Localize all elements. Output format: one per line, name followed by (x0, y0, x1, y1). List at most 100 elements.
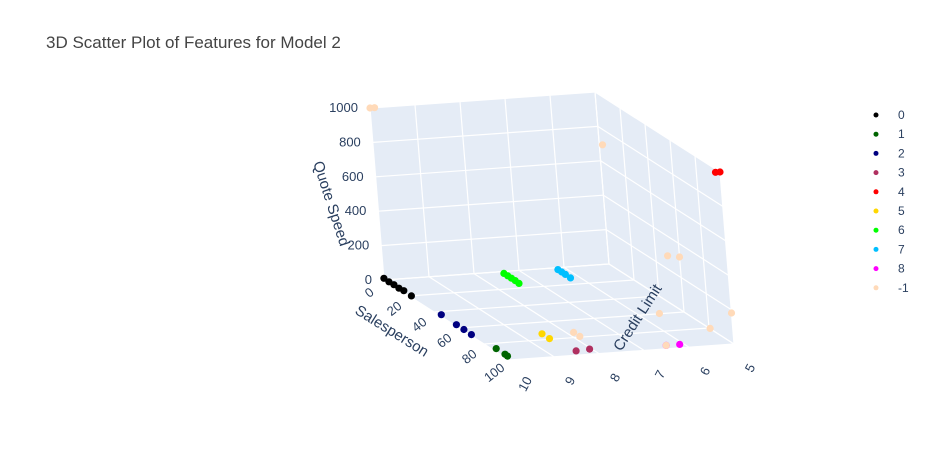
legend-item[interactable]: -1 (873, 281, 909, 295)
x-tick-label: 0 (362, 284, 377, 300)
legend-label: 1 (898, 127, 905, 141)
gridline-y (369, 107, 385, 281)
chart-title: 3D Scatter Plot of Features for Model 2 (46, 33, 341, 52)
legend-marker (873, 246, 879, 252)
gridline-z (594, 91, 721, 173)
legend-label: -1 (898, 281, 909, 295)
series-2[interactable] (437, 311, 475, 339)
series-4[interactable] (711, 168, 724, 176)
gridline-z (372, 125, 598, 143)
y-tick-label: 9 (562, 374, 579, 387)
data-point[interactable] (676, 340, 684, 348)
series-3[interactable] (572, 345, 594, 355)
data-point[interactable] (561, 270, 570, 278)
series-5[interactable] (538, 330, 554, 343)
data-point[interactable] (437, 311, 445, 319)
legend-marker (873, 112, 879, 118)
gridline-x (619, 107, 635, 281)
data-point[interactable] (538, 330, 546, 338)
data-point[interactable] (716, 168, 724, 176)
data-point[interactable] (586, 345, 594, 353)
y-tick-label: 6 (697, 364, 714, 377)
pane-back-left (370, 92, 609, 280)
data-point[interactable] (407, 292, 415, 300)
legend-item[interactable]: 3 (873, 166, 906, 180)
data-point[interactable] (675, 253, 684, 261)
legend-item[interactable]: 0 (873, 108, 906, 122)
data-point[interactable] (452, 321, 460, 329)
x-tick-label: 80 (459, 346, 480, 367)
legend-marker (873, 150, 879, 156)
data-point[interactable] (545, 335, 554, 343)
series--1[interactable] (366, 104, 736, 349)
gridline-z (378, 194, 604, 212)
gridline-y (504, 98, 520, 271)
gridline-y (608, 263, 735, 345)
data-point[interactable] (460, 325, 468, 334)
legend-marker (873, 131, 879, 137)
gridline-y (563, 266, 690, 348)
data-point[interactable] (664, 252, 672, 260)
data-point[interactable] (503, 352, 512, 360)
x-tick-label: 40 (409, 314, 430, 335)
x-tick-label: 20 (384, 298, 405, 319)
data-point[interactable] (576, 332, 584, 340)
legend-item[interactable]: 2 (873, 146, 906, 160)
y-tick-label: 7 (652, 368, 669, 381)
data-point[interactable] (706, 324, 714, 332)
series-7[interactable] (554, 266, 575, 282)
pane-back-right (595, 92, 734, 344)
series-0[interactable] (380, 274, 415, 300)
x-tick-label: 100 (481, 360, 507, 385)
data-point[interactable] (370, 104, 379, 112)
series-1[interactable] (492, 345, 512, 360)
data-point[interactable] (662, 341, 670, 349)
legend-label: 4 (898, 185, 905, 199)
gridline-z (381, 229, 607, 247)
data-point[interactable] (390, 281, 398, 289)
data-point[interactable] (572, 347, 580, 355)
y-tick-label: 8 (607, 371, 624, 384)
data-point[interactable] (492, 345, 500, 353)
legend-item[interactable]: 1 (873, 127, 906, 141)
z-tick-label: 600 (342, 169, 364, 184)
legend-item[interactable]: 8 (873, 262, 906, 276)
data-point[interactable] (467, 331, 475, 339)
data-point[interactable] (400, 287, 408, 295)
legend-item[interactable]: 6 (873, 223, 906, 237)
z-tick-label: 0 (365, 272, 372, 287)
gridline-x (433, 295, 660, 313)
legend-item[interactable]: 4 (873, 185, 906, 199)
legend-item[interactable]: 7 (873, 242, 906, 256)
data-points[interactable] (366, 104, 736, 360)
legend-item[interactable]: 5 (873, 204, 906, 218)
legend-label: 3 (898, 166, 905, 180)
data-point[interactable] (380, 274, 388, 282)
gridline-x (669, 139, 685, 313)
gridline-y (473, 273, 600, 355)
legend-marker (873, 266, 879, 272)
data-point[interactable] (570, 328, 578, 336)
series-6[interactable] (500, 269, 523, 287)
data-point[interactable] (515, 279, 523, 287)
gridline-z (600, 160, 726, 242)
legend-marker (873, 189, 879, 195)
gridline-x (694, 155, 710, 329)
data-point[interactable] (655, 309, 664, 318)
data-point[interactable] (566, 274, 575, 282)
gridline-x (408, 279, 635, 297)
legend-label: 0 (898, 108, 905, 122)
legend-label: 8 (898, 262, 905, 276)
legend-marker (873, 170, 879, 176)
gridline-y (414, 104, 430, 277)
gridline-z (597, 125, 724, 207)
x-tick-label: 60 (434, 330, 455, 351)
gridline-y (459, 101, 475, 274)
data-point[interactable] (727, 309, 736, 317)
data-point[interactable] (598, 141, 607, 149)
legend[interactable]: 0 1 2 3 4 5 6 7 8 -1 (873, 108, 909, 295)
gridline-z (375, 160, 601, 178)
z-tick-label: 200 (347, 238, 369, 253)
legend-label: 5 (898, 204, 905, 218)
